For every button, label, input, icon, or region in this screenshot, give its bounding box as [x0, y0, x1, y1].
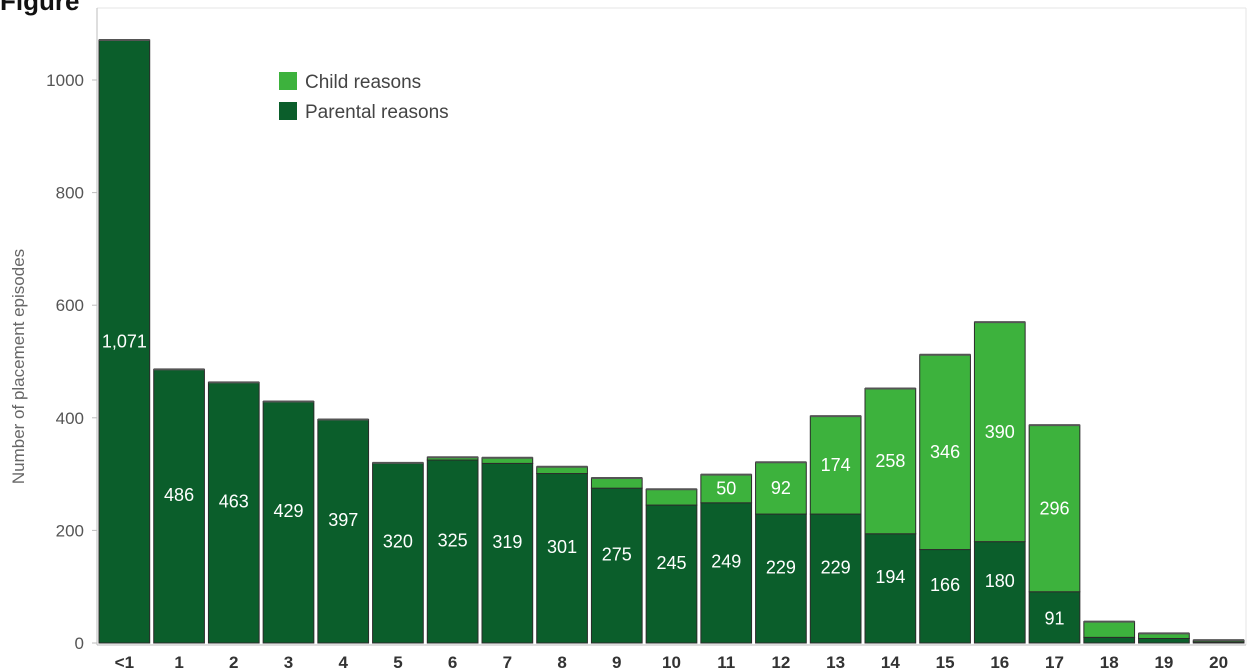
bar-child-8 — [536, 466, 588, 475]
data-label-child-14: 258 — [875, 451, 905, 471]
bar-child-9 — [590, 477, 643, 489]
data-label-parental-4: 397 — [328, 510, 358, 530]
bar-parental-8 — [536, 473, 588, 644]
bar-child-17 — [1028, 424, 1081, 593]
x-tick-label: 16 — [990, 653, 1009, 671]
data-label-parental-16: 180 — [985, 571, 1015, 591]
x-tick-label: 1 — [174, 653, 183, 671]
data-label-parental-14: 194 — [875, 567, 905, 587]
x-tick-label: 19 — [1154, 653, 1173, 671]
x-tick-label: 7 — [503, 653, 512, 671]
bar-parental-16 — [973, 541, 1026, 644]
bar-parental-18 — [1083, 636, 1136, 644]
data-label-parental-1: 486 — [164, 485, 194, 505]
bar-parental-2 — [207, 381, 260, 644]
data-label-parental-13: 229 — [821, 557, 851, 577]
bar-parental-19 — [1138, 637, 1190, 644]
y-tick-label: 600 — [56, 296, 84, 315]
bar-parental-10 — [645, 504, 698, 644]
bar-child-12 — [755, 461, 807, 515]
data-label-parental-12: 229 — [766, 557, 796, 577]
bar-parental-6 — [426, 459, 479, 644]
y-tick-label: 1000 — [46, 71, 84, 90]
data-label-parental-6: 325 — [438, 530, 468, 550]
data-label-parental-15: 166 — [930, 575, 960, 595]
chart-title-fragment: Figure — [0, 0, 80, 16]
bar-parental-12 — [755, 513, 807, 644]
x-tick-label: 2 — [229, 653, 238, 671]
x-tick-label: 5 — [393, 653, 402, 671]
bar-child-15 — [919, 354, 971, 551]
bar-parental-7 — [481, 462, 534, 644]
x-tick-label: 20 — [1209, 653, 1228, 671]
y-axis-label: Number of placement episodes — [9, 249, 28, 484]
data-label-child-16: 390 — [985, 422, 1015, 442]
data-label-parental-5: 320 — [383, 532, 413, 552]
data-label-child-11: 50 — [716, 479, 736, 499]
x-tick-label: 18 — [1100, 653, 1119, 671]
data-label-parental-17: 91 — [1044, 608, 1064, 628]
bar-parental-0 — [98, 39, 151, 644]
y-tick-label: 800 — [56, 184, 84, 203]
x-tick-label: 17 — [1045, 653, 1064, 671]
x-tick-label: 4 — [338, 653, 348, 671]
data-label-parental-11: 249 — [711, 552, 741, 572]
data-label-parental-3: 429 — [273, 501, 303, 521]
data-label-child-15: 346 — [930, 442, 960, 462]
x-tick-label: 13 — [826, 653, 845, 671]
data-label-parental-10: 245 — [656, 553, 686, 573]
x-tick-label: 8 — [557, 653, 566, 671]
bar-parental-17 — [1028, 591, 1081, 644]
legend-swatch-0 — [279, 72, 297, 90]
data-label-child-17: 296 — [1039, 498, 1069, 518]
x-tick-label: <1 — [115, 653, 134, 671]
y-tick-label: 200 — [56, 521, 84, 540]
data-label-child-12: 92 — [771, 478, 791, 498]
bar-child-16 — [973, 321, 1026, 543]
y-tick-label: 0 — [75, 634, 84, 653]
x-tick-label: 3 — [284, 653, 293, 671]
data-label-child-13: 174 — [821, 455, 851, 475]
bar-parental-11 — [700, 502, 753, 644]
bar-parental-1 — [153, 368, 205, 644]
x-tick-label: 10 — [662, 653, 681, 671]
bar-child-14 — [864, 388, 917, 535]
legend-label-0: Child reasons — [305, 72, 421, 93]
x-tick-label: 9 — [612, 653, 621, 671]
bar-child-10 — [645, 488, 698, 506]
bar-parental-14 — [864, 533, 917, 644]
bar-parental-15 — [919, 549, 971, 644]
bar-child-13 — [809, 415, 862, 515]
bar-parental-4 — [317, 418, 370, 644]
x-tick-label: 14 — [881, 653, 900, 671]
legend-label-1: Parental reasons — [305, 102, 449, 123]
data-label-parental-8: 301 — [547, 537, 577, 557]
bar-parental-5 — [372, 462, 424, 644]
x-tick-label: 15 — [936, 653, 955, 671]
data-label-parental-7: 319 — [492, 532, 522, 552]
bar-parental-9 — [590, 487, 643, 644]
y-tick-label: 400 — [56, 409, 84, 428]
x-tick-label: 12 — [771, 653, 790, 671]
x-tick-label: 6 — [448, 653, 457, 671]
legend-swatch-1 — [279, 102, 297, 120]
bar-parental-3 — [262, 400, 315, 644]
x-tick-label: 11 — [717, 653, 735, 671]
data-label-parental-0: 1,071 — [102, 332, 147, 352]
bar-child-11 — [700, 474, 753, 504]
data-label-parental-9: 275 — [602, 544, 632, 564]
data-label-parental-2: 463 — [219, 491, 249, 511]
bar-parental-13 — [809, 513, 862, 644]
bar-child-18 — [1083, 621, 1136, 638]
